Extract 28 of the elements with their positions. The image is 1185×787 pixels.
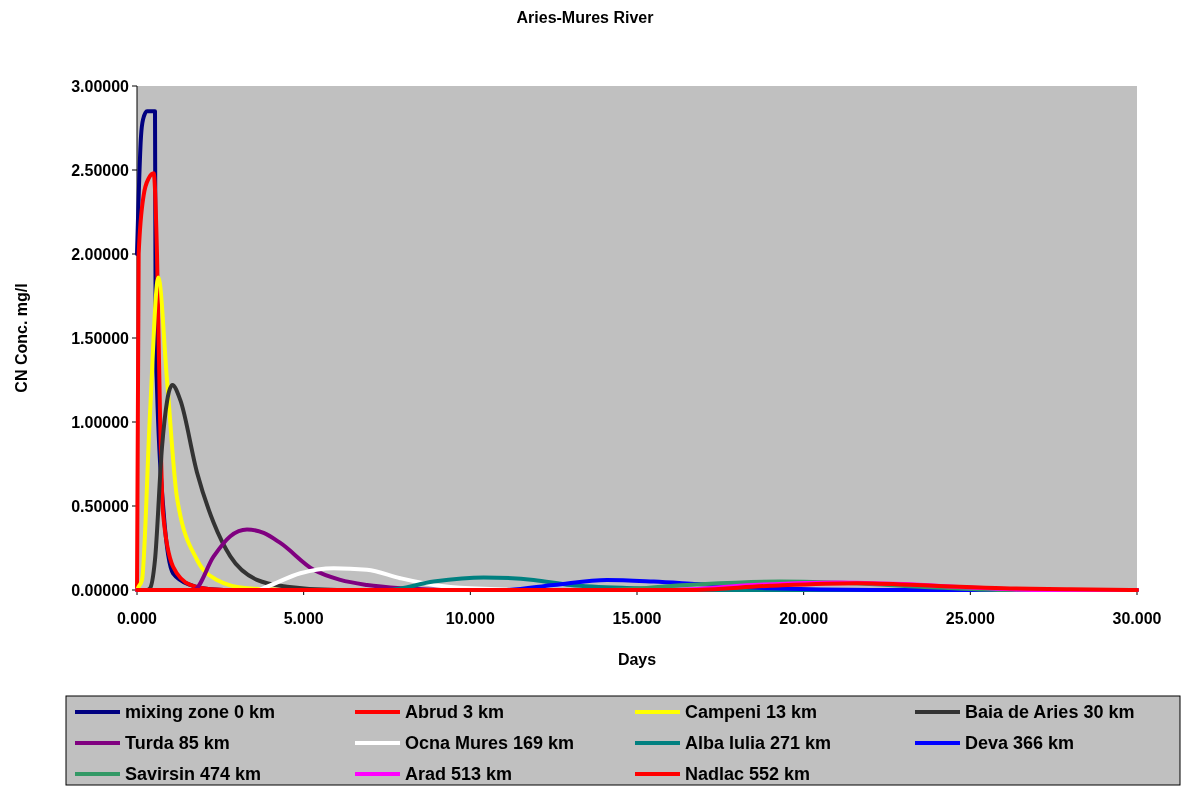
legend-label: Savirsin 474 km [125, 764, 262, 785]
x-axis-title: Days [617, 651, 657, 668]
x-tick-label: 25.000 [945, 610, 995, 627]
x-tick-label: 30.000 [1112, 610, 1162, 627]
x-tick-label: 20.000 [779, 610, 829, 627]
x-tick-label: 0.000 [116, 610, 158, 627]
y-tick-label: 2.50000 [71, 161, 130, 179]
legend-label: Abrud 3 km [405, 702, 505, 723]
legend-label: mixing zone 0 km [125, 702, 276, 723]
y-tick-label: 1.00000 [71, 413, 130, 431]
legend-label: Campeni 13 km [685, 702, 818, 723]
y-tick-label: 2.00000 [71, 245, 130, 263]
legend-label: Baia de Aries 30 km [965, 702, 1135, 723]
x-tick-label: 15.000 [612, 610, 662, 627]
legend-label: Ocna Mures 169 km [405, 733, 575, 754]
y-axis-title: CN Conc. mg/l [13, 283, 30, 393]
x-tick-label: 10.000 [445, 610, 495, 627]
x-tick-label: 5.000 [283, 610, 324, 627]
legend-label: Deva 366 km [965, 733, 1075, 754]
y-tick-label: 3.00000 [71, 77, 130, 95]
legend-label: Alba Iulia 271 km [685, 733, 832, 754]
y-tick-label: 0.50000 [71, 497, 130, 515]
y-tick-label: 0.00000 [71, 581, 130, 599]
legend-label: Arad 513 km [405, 764, 513, 785]
chart-title: Aries-Mures River [516, 9, 654, 26]
legend-label: Turda 85 km [125, 733, 230, 754]
legend-label: Nadlac 552 km [685, 764, 811, 785]
y-tick-label: 1.50000 [71, 329, 130, 347]
